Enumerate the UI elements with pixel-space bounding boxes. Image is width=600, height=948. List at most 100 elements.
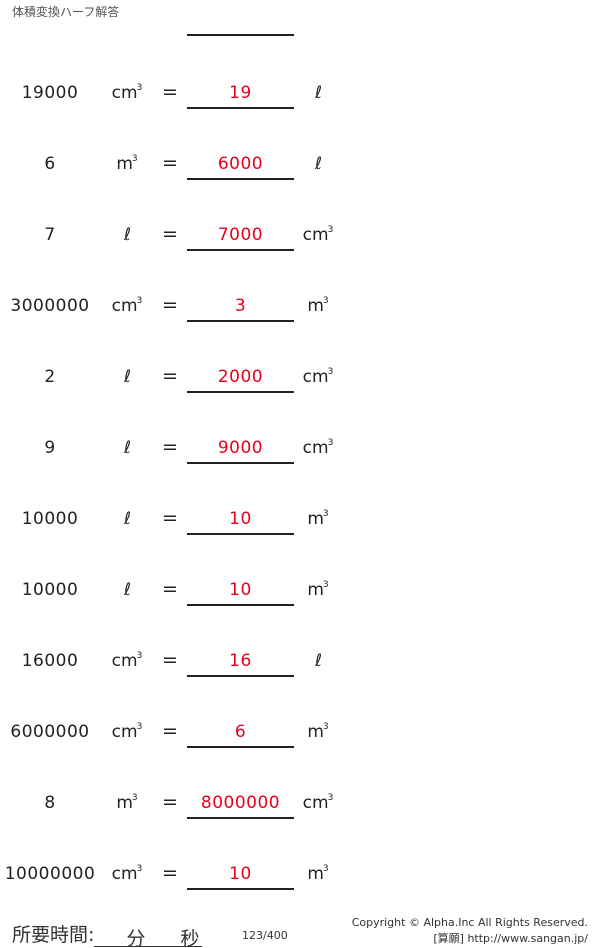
unit-exponent: 3 xyxy=(136,83,143,93)
unit-exponent: 3 xyxy=(131,154,138,164)
time-taken: 所要時間: 分秒 xyxy=(12,920,203,948)
to-unit: m3 xyxy=(298,864,338,884)
unit-exponent: 3 xyxy=(136,651,143,661)
unit-exponent: 3 xyxy=(136,296,143,306)
unit-exponent: 3 xyxy=(327,225,334,235)
worksheet-title: 体積変換ハーフ解答 xyxy=(12,5,120,19)
from-unit: ℓ xyxy=(100,509,154,529)
unit-exponent: 3 xyxy=(327,438,334,448)
given-value: 7 xyxy=(44,225,56,245)
unit-text: cm xyxy=(111,864,138,884)
problem-row: 10000 ℓ = 10 m3 xyxy=(0,505,600,535)
problem-row: 6 m3 = 6000 ℓ xyxy=(0,150,600,180)
unit-text: cm xyxy=(302,225,329,245)
from-unit: ℓ xyxy=(100,367,154,387)
seconds-label: 秒 xyxy=(180,928,200,948)
to-unit: ℓ xyxy=(298,83,338,103)
from-unit: m3 xyxy=(100,793,154,813)
time-label: 所要時間: xyxy=(12,924,95,946)
unit-text: ℓ xyxy=(314,651,323,671)
from-unit: ℓ xyxy=(100,225,154,245)
copyright: Copyright © Alpha.Inc All Rights Reserve… xyxy=(351,916,588,929)
unit-exponent: 3 xyxy=(322,864,329,874)
answer: 9000 xyxy=(187,438,294,464)
equals-sign: = xyxy=(162,720,178,742)
unit-text: ℓ xyxy=(314,154,323,174)
unit-text: ℓ xyxy=(123,509,132,529)
from-unit: ℓ xyxy=(100,580,154,600)
unit-text: cm xyxy=(302,438,329,458)
from-unit: cm3 xyxy=(100,864,154,884)
time-blank: 分秒 xyxy=(94,924,203,948)
unit-exponent: 3 xyxy=(131,793,138,803)
equals-sign: = xyxy=(162,649,178,671)
given-value: 16000 xyxy=(21,651,79,671)
unit-text: m xyxy=(307,509,324,529)
from-unit: cm3 xyxy=(100,722,154,742)
unit-text: ℓ xyxy=(123,367,132,387)
equals-sign: = xyxy=(162,578,178,600)
to-unit: m3 xyxy=(298,580,338,600)
problem-row: 7 ℓ = 7000 cm3 xyxy=(0,221,600,251)
page-number: 123/400 xyxy=(242,929,288,942)
given-value: 3000000 xyxy=(10,296,90,316)
problem-row: 8 m3 = 8000000 cm3 xyxy=(0,789,600,819)
answer: 19 xyxy=(187,83,294,109)
unit-exponent: 3 xyxy=(327,367,334,377)
copyright-block: Copyright © Alpha.Inc All Rights Reserve… xyxy=(352,915,588,947)
unit-text: ℓ xyxy=(123,438,132,458)
to-unit: m3 xyxy=(298,509,338,529)
problem-row: 2 ℓ = 2000 cm3 xyxy=(0,363,600,393)
answer: 2000 xyxy=(187,367,294,393)
unit-text: m xyxy=(307,296,324,316)
unit-exponent: 3 xyxy=(322,509,329,519)
problem-row: 16000 cm3 = 16 ℓ xyxy=(0,647,600,677)
from-unit: cm3 xyxy=(100,651,154,671)
given-value: 10000000 xyxy=(4,864,96,884)
equals-sign: = xyxy=(162,365,178,387)
problem-row: 10000000 cm3 = 10 m3 xyxy=(0,860,600,890)
to-unit: cm3 xyxy=(298,438,338,458)
unit-text: cm xyxy=(111,651,138,671)
unit-text: cm xyxy=(302,367,329,387)
given-value: 10000 xyxy=(21,509,79,529)
unit-text: m xyxy=(307,722,324,742)
from-unit: cm3 xyxy=(100,296,154,316)
given-value: 6 xyxy=(44,154,56,174)
problem-row: 10000 ℓ = 10 m3 xyxy=(0,576,600,606)
unit-text: ℓ xyxy=(123,225,132,245)
unit-exponent: 3 xyxy=(327,793,334,803)
to-unit: ℓ xyxy=(298,651,338,671)
problem-row: 3000000 cm3 = 3 m3 xyxy=(0,292,600,322)
unit-text: ℓ xyxy=(123,580,132,600)
unit-text: cm xyxy=(302,793,329,813)
to-unit: m3 xyxy=(298,296,338,316)
unit-exponent: 3 xyxy=(322,296,329,306)
unit-text: m xyxy=(116,793,133,813)
equals-sign: = xyxy=(162,81,178,103)
equals-sign: = xyxy=(162,791,178,813)
equals-sign: = xyxy=(162,152,178,174)
equals-sign: = xyxy=(162,862,178,884)
to-unit: cm3 xyxy=(298,793,338,813)
equals-sign: = xyxy=(162,436,178,458)
answer: 10 xyxy=(187,580,294,606)
unit-text: cm xyxy=(111,296,138,316)
unit-exponent: 3 xyxy=(322,580,329,590)
unit-exponent: 3 xyxy=(136,864,143,874)
site-url: [算願] http://www.sangan.jp/ xyxy=(433,932,588,945)
given-value: 10000 xyxy=(21,580,79,600)
given-value: 8 xyxy=(44,793,56,813)
answer: 6000 xyxy=(187,154,294,180)
from-unit: ℓ xyxy=(100,438,154,458)
given-value: 2 xyxy=(44,367,56,387)
unit-text: m xyxy=(307,580,324,600)
answer-line-header xyxy=(187,34,294,36)
answer: 6 xyxy=(187,722,294,748)
answer: 8000000 xyxy=(187,793,294,819)
to-unit: cm3 xyxy=(298,225,338,245)
from-unit: cm3 xyxy=(100,83,154,103)
unit-text: cm xyxy=(111,83,138,103)
equals-sign: = xyxy=(162,223,178,245)
